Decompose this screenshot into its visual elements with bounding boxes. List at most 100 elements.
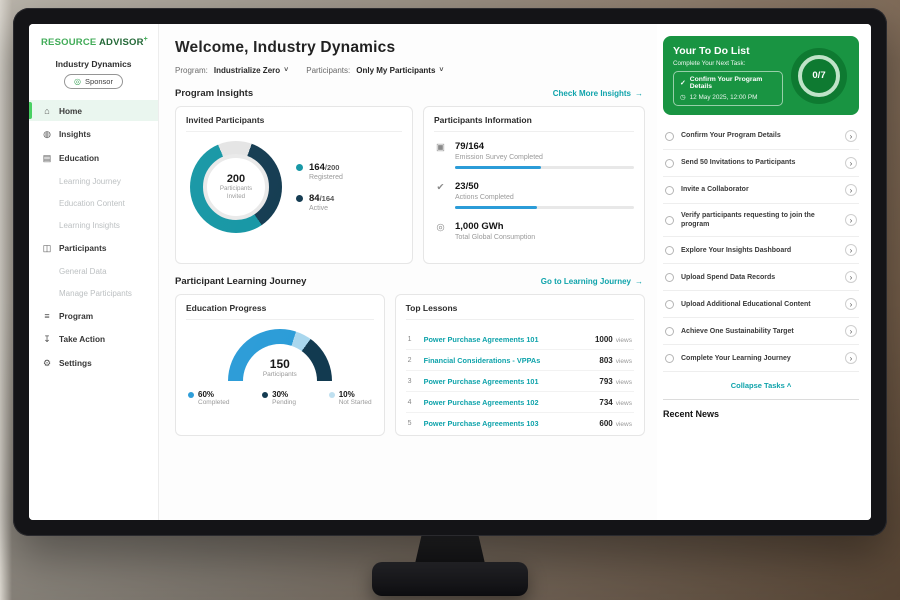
task-checkbox[interactable] (665, 131, 674, 141)
sidebar-item-learning-journey[interactable]: Learning Journey (29, 171, 158, 191)
info-label: Emission Survey Completed (455, 154, 543, 161)
task-checkbox[interactable] (665, 158, 674, 168)
task-row-explore-insights[interactable]: Explore Your Insights Dashboard › (663, 237, 859, 265)
task-checkbox[interactable] (665, 326, 674, 336)
arrow-right-icon: → (635, 277, 643, 286)
actions-icon: ✔ (436, 182, 445, 193)
lesson-link[interactable]: Power Purchase Agreements 103 (423, 418, 539, 428)
task-label: Achieve One Sustainability Target (681, 327, 794, 335)
sidebar-item-take-action[interactable]: ↧ Take Action (29, 328, 158, 350)
todo-subtitle: Complete Your Next Task: (673, 60, 746, 67)
info-value: 79/164 (455, 141, 485, 152)
chevron-right-icon[interactable]: › (845, 298, 857, 311)
sidebar-item-program[interactable]: ≡ Program (29, 305, 158, 326)
lesson-rank: 5 (407, 419, 412, 427)
legend-label: Registered (309, 174, 343, 181)
survey-icon: ▣ (436, 142, 445, 153)
chevron-right-icon[interactable]: › (845, 271, 857, 284)
link-label: Check More Insights (552, 89, 631, 98)
chevron-right-icon[interactable]: › (845, 184, 857, 196)
progress-fill (455, 206, 538, 209)
task-row-invite-collaborator[interactable]: Invite a Collaborator › (663, 177, 859, 204)
task-row-upload-spend-data[interactable]: Upload Spend Data Records › (663, 264, 859, 292)
card-title: Participants Information (434, 115, 634, 132)
card-title: Invited Participants (186, 115, 402, 132)
task-row-confirm-program[interactable]: Confirm Your Program Details › (663, 123, 859, 150)
chevron-right-icon[interactable]: › (845, 157, 857, 169)
invited-participants-card: Invited Participants 200 Participants In… (175, 106, 413, 264)
task-label: Complete Your Learning Journey (681, 354, 791, 362)
collapse-tasks-link[interactable]: Collapse Tasks ˄ (663, 372, 859, 399)
lesson-views: 600 views (599, 419, 632, 428)
chevron-right-icon[interactable]: › (845, 130, 857, 142)
task-row-achieve-target[interactable]: Achieve One Sustainability Target › (663, 318, 859, 346)
chevron-right-icon[interactable]: › (845, 325, 857, 338)
sidebar-item-label: Education (59, 153, 100, 164)
go-to-learning-journey-link[interactable]: Go to Learning Journey → (541, 277, 643, 286)
info-label: Actions Completed (455, 194, 514, 201)
lesson-row: 5 Power Purchase Agreements 103 600 views (406, 413, 634, 433)
lesson-row: 3 Power Purchase Agreements 101 793 views (405, 371, 634, 392)
participants-select[interactable]: Only My Participants ˅ (356, 66, 443, 75)
legend-item-not-started: 10% Not Started (328, 390, 372, 406)
sponsor-icon: ◎ (74, 77, 82, 87)
sidebar-item-label: Manage Participants (59, 288, 132, 298)
sidebar-item-label: General Data (59, 266, 107, 276)
sponsor-badge[interactable]: ◎ Sponsor (64, 74, 123, 90)
task-checkbox[interactable] (665, 353, 674, 363)
lesson-link[interactable]: Power Purchase Agreements 101 (423, 334, 539, 344)
chevron-right-icon[interactable]: › (845, 214, 857, 227)
legend-label: Active (309, 205, 329, 212)
task-row-send-invitations[interactable]: Send 50 Invitations to Participants › (663, 150, 859, 177)
task-checkbox[interactable] (665, 185, 674, 195)
task-row-verify-participants[interactable]: Verify participants requesting to join t… (663, 204, 859, 238)
sidebar-item-settings[interactable]: ⚙ Settings (29, 352, 158, 374)
task-row-upload-educational-content[interactable]: Upload Additional Educational Content › (663, 291, 859, 319)
sidebar-item-insights[interactable]: ◍ Insights (29, 123, 158, 145)
legend-value-sub: /200 (324, 163, 340, 172)
chevron-down-icon: ˅ (439, 67, 444, 74)
sidebar-item-label: Insights (59, 129, 91, 140)
lesson-link[interactable]: Financial Considerations - VPPAs (423, 355, 541, 365)
task-label: Send 50 Invitations to Participants (681, 159, 796, 167)
task-checkbox[interactable] (665, 245, 674, 255)
chevron-right-icon[interactable]: › (845, 244, 857, 257)
sidebar-item-learning-insights[interactable]: Learning Insights (29, 215, 158, 235)
lesson-link[interactable]: Power Purchase Agreements 101 (423, 376, 539, 386)
sidebar-item-label: Learning Insights (59, 220, 120, 230)
task-checkbox[interactable] (665, 215, 674, 225)
consumption-icon: ◎ (436, 222, 445, 233)
lesson-row: 2 Financial Considerations - VPPAs 803 vi… (405, 350, 634, 371)
legend-dot-pending (262, 392, 269, 398)
sidebar-item-manage-participants[interactable]: Manage Participants (29, 283, 158, 303)
sidebar-item-education-content[interactable]: Education Content (29, 193, 158, 213)
sidebar-item-participants[interactable]: ◫ Participants (29, 237, 158, 259)
wall-highlight (0, 0, 12, 600)
program-select[interactable]: Industrialize Zero ˅ (214, 66, 288, 75)
legend-pct: 60% (198, 390, 215, 399)
next-task-box[interactable]: ✓ Confirm Your Program Details ◷ 12 May … (673, 71, 783, 106)
lesson-link[interactable]: Power Purchase Agreements 102 (423, 397, 539, 407)
link-label: Go to Learning Journey (540, 277, 631, 286)
sidebar-item-home[interactable]: ⌂ Home (29, 100, 158, 122)
task-checkbox[interactable] (665, 272, 674, 282)
progress-bar (455, 206, 634, 209)
chevron-right-icon[interactable]: › (845, 352, 857, 365)
gauge-center: 150 Participants (186, 357, 374, 378)
views-count: 793 (599, 376, 613, 386)
legend-item-active: 84/164 Active (296, 193, 343, 212)
task-row-complete-learning-journey[interactable]: Complete Your Learning Journey › (663, 345, 859, 373)
sidebar-item-label: Education Content (59, 198, 125, 208)
sidebar-item-general-data[interactable]: General Data (29, 261, 158, 281)
lesson-rank: 1 (407, 335, 412, 343)
task-label: Explore Your Insights Dashboard (681, 246, 792, 254)
monitor-bezel: RESOURCE ADVISOR+ Industry Dynamics ◎ Sp… (13, 8, 887, 536)
task-label: Upload Additional Educational Content (681, 300, 811, 308)
participants-icon: ◫ (42, 242, 52, 253)
todo-progress-wrap: 0/7 (789, 45, 849, 106)
check-more-insights-link[interactable]: Check More Insights → (553, 89, 643, 98)
logo-advisor: ADVISOR (98, 37, 144, 49)
logo-plus: + (143, 36, 148, 43)
task-checkbox[interactable] (665, 299, 674, 309)
sidebar-item-education[interactable]: ▤ Education (29, 147, 158, 169)
